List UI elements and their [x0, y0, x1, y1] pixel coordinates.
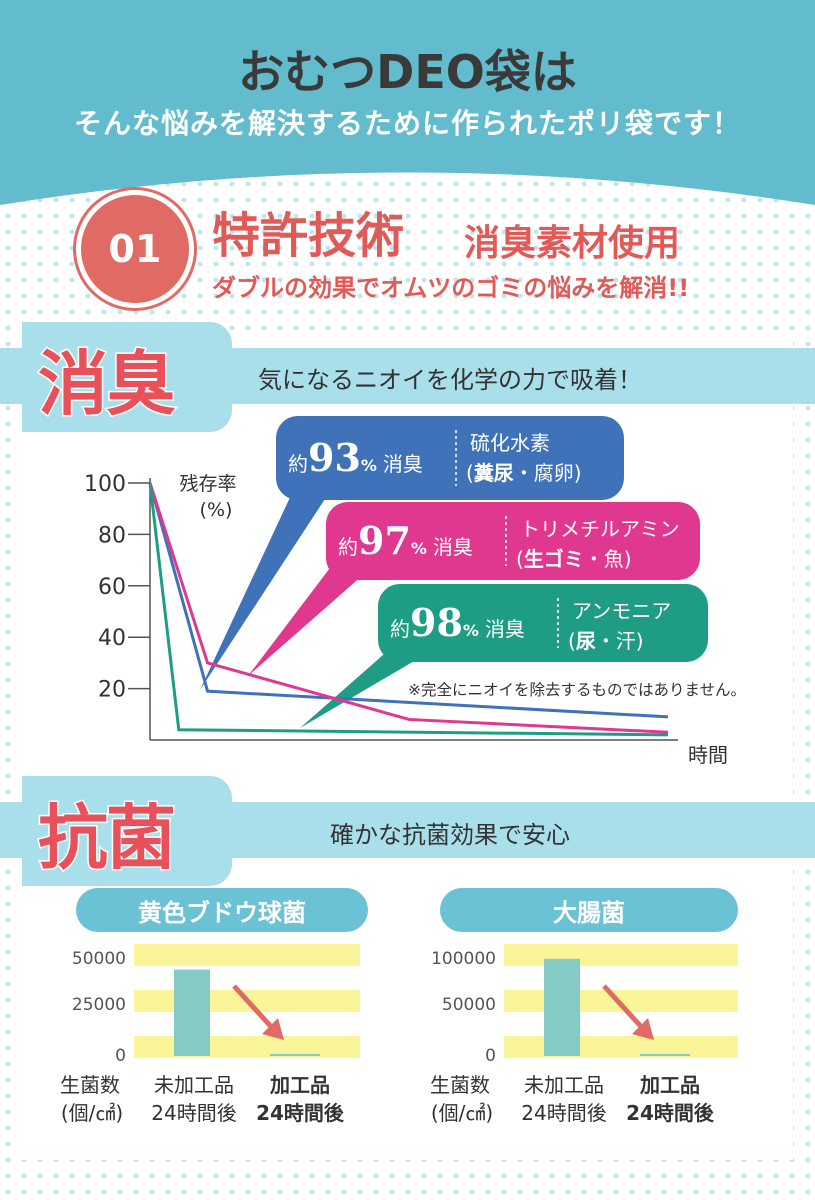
callout-source: (尿・汗) — [568, 629, 644, 653]
y-tick-label: 80 — [98, 523, 126, 548]
y-tick-label: 20 — [98, 678, 126, 703]
bar — [640, 1054, 690, 1056]
category-label-time: 24時間後 — [626, 1101, 715, 1125]
grid-stripe — [134, 944, 360, 966]
callout-bubble: 約98% 消臭 アンモニア (尿・汗) — [300, 584, 708, 728]
antibacterial-tab — [22, 776, 232, 886]
y-axis-label-unit: (個/㎠) — [61, 1101, 123, 1125]
callout-bubble: 約93% 消臭 硫化水素 (糞尿・腐卵) — [200, 416, 624, 690]
callout-percent: 約93% 消臭 — [288, 435, 423, 480]
y-axis-label: 生菌数 — [60, 1073, 120, 1097]
deodorize-tab — [22, 322, 232, 432]
category-label: 加工品 — [639, 1073, 700, 1097]
page-subtitle: そんな悩みを解決するために作られたポリ袋です！ — [73, 107, 741, 140]
y-tick-label: 60 — [98, 575, 126, 600]
callout-compound: トリメチルアミン — [520, 517, 680, 541]
y-tick-label: 0 — [485, 1046, 496, 1066]
deodorize-tagline: 気になるニオイを化学の力で吸着！ — [258, 366, 642, 394]
grid-stripe — [504, 944, 738, 966]
bar — [544, 958, 580, 1056]
callout-compound: アンモニア — [572, 599, 671, 623]
callout-compound: 硫化水素 — [470, 431, 550, 455]
feature-sub-title: 消臭素材使用 — [464, 223, 681, 264]
category-label: 未加工品 — [524, 1073, 604, 1097]
callout-source: (糞尿・腐卵) — [466, 461, 582, 485]
category-label: 加工品 — [269, 1073, 330, 1097]
decrease-arrow — [232, 984, 278, 1034]
y-tick-label: 25000 — [72, 995, 126, 1015]
arrow-head — [632, 1018, 654, 1040]
page-title: おむつDEO袋は — [238, 45, 577, 99]
y-tick-label: 0 — [115, 1046, 126, 1066]
bar — [270, 1054, 320, 1056]
bar-chart-title-staph: 黄色ブドウ球菌 — [76, 888, 368, 932]
y-tick-label: 40 — [98, 626, 126, 651]
antibacterial-title: 抗菌 — [37, 796, 178, 881]
bar — [174, 969, 210, 1056]
category-label-time: 24時間後 — [521, 1101, 606, 1125]
deodorize-title: 消臭 — [37, 342, 178, 427]
category-label-time: 24時間後 — [256, 1101, 345, 1125]
y-tick-label: 100000 — [431, 949, 496, 969]
y-tick-label: 50000 — [72, 949, 126, 969]
series-line — [148, 482, 669, 734]
callout-percent: 約97% 消臭 — [338, 518, 473, 563]
y-axis-label: 残存率 — [179, 473, 236, 495]
series-line — [148, 482, 669, 719]
bar-chart-title-ecoli: 大腸菌 — [440, 888, 738, 932]
y-axis-label-unit: (%) — [200, 499, 233, 521]
deodorize-note: ※完全にニオイを除去するものではありません。 — [408, 681, 747, 699]
grid-stripe — [134, 1036, 360, 1058]
y-tick-label: 50000 — [442, 995, 496, 1015]
feature-number-badge: 01 — [76, 190, 194, 308]
decrease-arrow — [602, 984, 648, 1034]
y-axis-label: 生菌数 — [430, 1073, 490, 1097]
y-axis-label-unit: (個/㎠) — [431, 1101, 493, 1125]
y-tick-label: 100 — [84, 472, 126, 497]
callout-percent: 約98% 消臭 — [390, 600, 525, 645]
callout-source: (生ゴミ・魚) — [516, 547, 632, 571]
category-label-time: 24時間後 — [151, 1101, 236, 1125]
arrow-head — [262, 1018, 284, 1040]
antibacterial-tagline: 確かな抗菌効果で安心 — [330, 821, 570, 849]
header-band — [0, 0, 815, 250]
callout-bubble: 約97% 消臭 トリメチルアミン (生ゴミ・魚) — [248, 502, 700, 676]
x-axis-label: 時間 — [688, 743, 728, 767]
category-label: 未加工品 — [154, 1073, 234, 1097]
feature-main-title: 特許技術 — [212, 208, 405, 264]
grid-stripe — [504, 1036, 738, 1058]
series-line — [148, 482, 669, 737]
feature-description: ダブルの効果でオムツのゴミの悩みを解消!! — [212, 274, 690, 302]
